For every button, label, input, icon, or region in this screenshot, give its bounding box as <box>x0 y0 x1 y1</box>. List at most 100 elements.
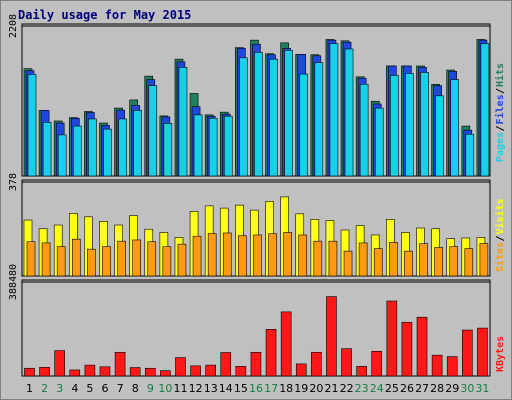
sites-visits-bar-sites <box>479 243 489 277</box>
sites-visits-bar-sites <box>434 247 443 277</box>
kbytes-bar-kbytes <box>129 367 141 377</box>
day-label: 26 <box>400 382 414 395</box>
hits-files-pages-bar-pages <box>193 114 203 177</box>
hits-files-pages-bar-pages <box>359 83 369 177</box>
bottom-legend-kbytes: KBytes <box>495 336 506 372</box>
sites-visits-bar-sites <box>238 235 247 277</box>
kbytes-bar-kbytes <box>280 311 292 377</box>
hits-files-pages-bar-pages <box>178 67 188 177</box>
sites-visits-bar-sites <box>343 250 353 277</box>
day-label: 27 <box>415 382 429 395</box>
sites-visits-ytick-label: 378 <box>8 173 19 191</box>
hits-files-pages-bar-pages <box>390 75 399 177</box>
sites-visits-bar-sites <box>389 242 398 277</box>
kbytes-bar-kbytes <box>114 351 126 377</box>
day-label: 18 <box>279 382 293 395</box>
hits-files-pages-bar-pages <box>133 110 142 177</box>
kbytes-bar-kbytes <box>371 351 383 377</box>
kbytes-bar-kbytes <box>190 365 201 377</box>
kbytes-bar-kbytes <box>235 366 247 377</box>
kbytes-bar-kbytes <box>401 321 413 377</box>
day-label: 10 <box>158 382 172 395</box>
day-label: 30 <box>460 382 474 395</box>
sites-visits-bar-sites <box>192 235 202 277</box>
day-label: 3 <box>56 382 63 395</box>
day-label: 23 <box>355 382 369 395</box>
chart-title: Daily usage for May 2015 <box>18 8 192 22</box>
top-legend-pages: Pages <box>495 132 506 162</box>
sites-visits-bar-sites <box>253 234 262 277</box>
top-legend-hits: Hits <box>494 63 506 87</box>
sites-visits-bar-sites <box>41 242 51 277</box>
sites-visits-bar-sites <box>313 240 323 277</box>
sites-visits-bar-sites <box>283 232 292 277</box>
top-legend-files: Files <box>494 94 506 124</box>
hits-files-pages-bar-pages <box>27 74 37 177</box>
sites-visits-bar-sites <box>87 248 96 277</box>
sites-visits-bar-sites <box>102 246 111 277</box>
day-label: 13 <box>204 382 218 395</box>
hits-files-pages-bar-pages <box>329 43 339 177</box>
hits-files-pages-bar-pages <box>163 123 173 177</box>
day-label: 7 <box>117 382 124 395</box>
hits-files-pages-ytick-label: 2208 <box>8 14 19 38</box>
sites-visits-bar-sites <box>358 242 368 277</box>
day-label: 12 <box>189 382 203 395</box>
sites-visits-bar-sites <box>268 233 277 277</box>
day-label: 29 <box>445 382 459 395</box>
hits-files-pages-bar-pages <box>299 73 309 177</box>
kbytes-bar-kbytes <box>462 329 473 377</box>
hits-files-pages-bar-pages <box>420 72 429 177</box>
day-label: 21 <box>324 382 338 395</box>
day-label: 31 <box>475 382 489 395</box>
kbytes-bar-kbytes <box>295 363 307 377</box>
kbytes-bar-kbytes <box>220 352 232 377</box>
sites-visits-bar-sites <box>464 248 474 277</box>
kbytes-bar-kbytes <box>250 351 262 377</box>
hits-files-pages-bar-pages <box>57 134 67 177</box>
day-label: 4 <box>71 382 78 395</box>
hits-files-pages-bar-pages <box>314 62 324 177</box>
sites-visits-bar-sites <box>373 248 383 277</box>
sites-visits-bar-sites <box>222 232 232 277</box>
kbytes-bar-kbytes <box>39 366 50 377</box>
day-label: 11 <box>174 382 188 395</box>
day-label: 8 <box>132 382 139 395</box>
day-label: 6 <box>102 382 109 395</box>
sites-visits-bar-sites <box>177 243 187 277</box>
day-label: 2 <box>41 382 48 395</box>
hits-files-pages-bar-pages <box>223 115 233 177</box>
kbytes-bar-kbytes <box>265 329 277 377</box>
middle-legend-sites: Sites <box>494 242 506 272</box>
kbytes-bar-kbytes <box>341 348 352 377</box>
sites-visits-bar-sites <box>117 240 126 277</box>
kbytes-bar-kbytes <box>205 364 216 377</box>
kbytes-bar-kbytes <box>84 364 96 377</box>
hits-files-pages-bar-pages <box>480 43 490 177</box>
sites-visits-bar-sites <box>162 246 172 277</box>
kbytes-bar-kbytes <box>24 367 35 377</box>
top-legend-separator: / <box>495 125 506 131</box>
sites-visits-bar-sites <box>132 239 141 277</box>
day-label: 9 <box>147 382 154 395</box>
hits-files-pages-bar-pages <box>208 117 218 177</box>
kbytes-bar-kbytes <box>326 296 337 377</box>
day-label: 16 <box>249 382 263 395</box>
kbytes-bar-kbytes <box>175 357 186 377</box>
sites-visits-bar-sites <box>419 243 428 277</box>
hits-files-pages-bar-pages <box>344 48 354 177</box>
kbytes-bar-kbytes <box>416 316 428 377</box>
kbytes-ytick-label: 388480 <box>8 264 19 300</box>
hits-files-pages-bar-pages <box>254 52 263 177</box>
hits-files-pages-bar-pages <box>435 95 444 177</box>
hits-files-pages-bar-pages <box>88 118 97 177</box>
hits-files-pages-bar-pages <box>148 85 158 177</box>
hits-files-pages-bar-pages <box>374 107 384 177</box>
day-label: 24 <box>370 382 384 395</box>
hits-files-pages-bar-pages <box>405 73 414 177</box>
hits-files-pages-bar-pages <box>269 58 278 177</box>
kbytes-bar-kbytes <box>431 354 443 377</box>
kbytes-bar-kbytes <box>144 367 156 377</box>
hits-files-pages-bar-pages <box>118 118 127 177</box>
